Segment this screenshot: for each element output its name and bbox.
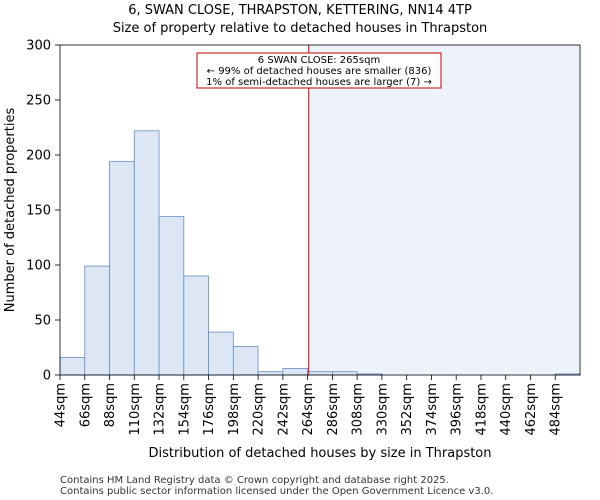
x-axis-title: Distribution of detached houses by size … — [148, 446, 491, 461]
x-tick-label: 264sqm — [301, 383, 316, 436]
y-axis-title: Number of detached properties — [3, 108, 18, 313]
footer-line-1: Contains HM Land Registry data © Crown c… — [60, 475, 449, 486]
x-tick-label: 110sqm — [128, 383, 143, 436]
bar-44sqm — [59, 356, 86, 376]
plot-frame — [59, 44, 581, 376]
chart-subtitle: Size of property relative to detached ho… — [113, 21, 488, 36]
x-tick-label: 88sqm — [103, 383, 118, 427]
bar-264sqm — [307, 371, 333, 376]
annotation-smaller: ← 99% of detached houses are smaller (83… — [207, 66, 432, 77]
x-tick-label: 484sqm — [549, 383, 564, 436]
x-tick-label: 418sqm — [474, 383, 489, 436]
x-tick-label: 220sqm — [252, 383, 267, 436]
x-tick-label: 396sqm — [450, 383, 465, 436]
x-tick-label: 242sqm — [276, 383, 291, 436]
y-tick-label: 0 — [43, 369, 51, 384]
annotation-larger: 1% of semi-detached houses are larger (7… — [206, 77, 432, 88]
bar-66sqm — [84, 265, 110, 376]
bar-132sqm — [158, 216, 185, 376]
x-tick-label: 44sqm — [54, 383, 69, 427]
x-tick-label: 440sqm — [499, 383, 514, 436]
x-tick-label: 198sqm — [227, 383, 242, 436]
y-tick-label: 100 — [26, 259, 51, 274]
bars-group — [59, 130, 581, 376]
x-tick-label: 154sqm — [177, 383, 192, 436]
chart-title: 6, SWAN CLOSE, THRAPSTON, KETTERING, NN1… — [128, 3, 472, 18]
bar-88sqm — [109, 161, 135, 376]
bar-198sqm — [232, 345, 259, 376]
x-tick-label: 132sqm — [153, 383, 168, 436]
bar-220sqm — [257, 371, 284, 376]
bar-286sqm — [331, 371, 358, 376]
x-tick-label: 286sqm — [326, 383, 341, 436]
y-tick-label: 50 — [34, 314, 51, 329]
y-tick-label: 150 — [26, 204, 51, 219]
x-tick-label: 462sqm — [524, 383, 539, 436]
highlight-region — [308, 45, 580, 375]
x-tick-label: 374sqm — [425, 383, 440, 436]
footer-line-2: Contains public sector information licen… — [60, 486, 493, 497]
y-tick-label: 250 — [26, 94, 51, 109]
annotation-label: 6 SWAN CLOSE: 265sqm — [258, 55, 380, 66]
bar-176sqm — [208, 331, 234, 376]
x-tick-label: 176sqm — [202, 383, 217, 436]
x-axis: 44sqm 66sqm 88sqm 110sqm 132sqm 154sqm 176sqm 1… — [54, 375, 564, 436]
x-tick-label: 352sqm — [400, 383, 415, 436]
y-tick-label: 200 — [26, 149, 51, 164]
x-tick-label: 330sqm — [375, 383, 390, 436]
annotation-box — [196, 52, 442, 89]
y-tick-label: 300 — [26, 39, 51, 54]
bar-110sqm — [133, 130, 160, 376]
bar-242sqm — [282, 367, 309, 376]
x-tick-label: 66sqm — [78, 383, 93, 427]
x-tick-label: 308sqm — [351, 383, 366, 436]
bar-154sqm — [183, 275, 209, 376]
y-axis: 0 50 100 150 200 250 300 — [26, 39, 60, 384]
